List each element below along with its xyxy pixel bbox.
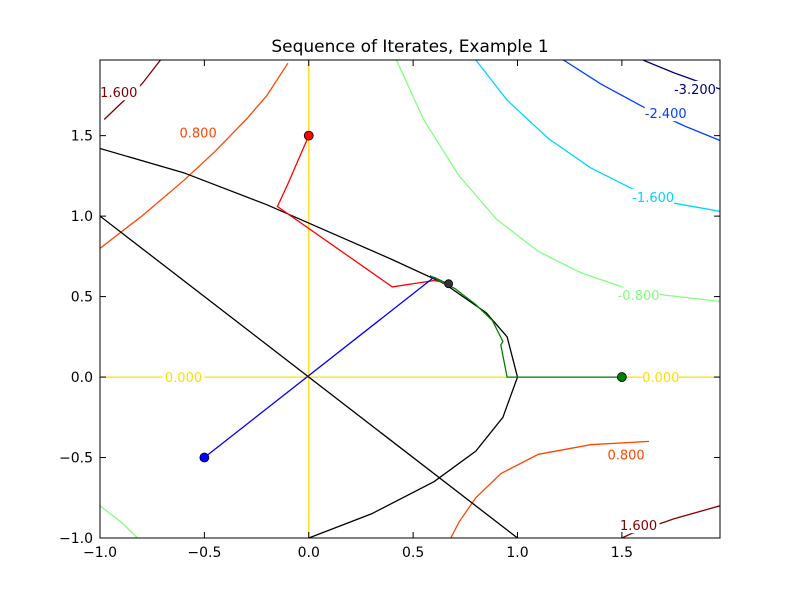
iterate-paths <box>199 130 627 463</box>
contour-label: -2.400 <box>645 107 687 122</box>
start-point-marker <box>616 372 627 382</box>
x-tick-label: −0.5 <box>187 545 221 561</box>
contour-label-background <box>642 369 679 386</box>
axis-ticks: −1.0 −0.5 0.0 0.5 1.0 1.5 −1.0 −0.5 0.0 0.5 1.0 1.5 <box>59 60 720 561</box>
contour-label: -1.600 <box>632 191 674 206</box>
contour-label-background <box>100 84 140 101</box>
constraint-curve <box>100 215 518 538</box>
contour-label-background <box>673 80 716 97</box>
y-tick-label: 1.0 <box>71 209 93 225</box>
start-point-marker <box>199 452 210 463</box>
contour-label: -0.800 <box>618 289 660 304</box>
constraint-curves <box>100 147 519 538</box>
y-tick-label: −1.0 <box>59 531 93 547</box>
y-tick-label: 1.5 <box>71 129 93 145</box>
contour-label-background <box>162 369 205 386</box>
x-tick-label: −1.0 <box>83 545 117 561</box>
iterate-path <box>276 135 451 288</box>
contour-label: 0.800 <box>607 448 644 463</box>
y-tick-label: 0.0 <box>71 370 93 386</box>
contour-label: 1.600 <box>620 519 657 534</box>
iterate-path <box>429 275 622 378</box>
contour-line <box>100 505 139 538</box>
contour-line <box>563 60 720 142</box>
contour-label-background <box>632 188 675 205</box>
contour-label-background <box>644 105 687 122</box>
contour-label: 1.600 <box>100 86 137 101</box>
x-tick-label: 1.5 <box>611 545 633 561</box>
contour-line <box>450 440 650 538</box>
contour-label-background <box>605 446 648 463</box>
contour-label-background <box>617 517 660 534</box>
contour-label-background <box>177 124 220 141</box>
contour-label: 0.800 <box>180 126 217 141</box>
constraint-curve <box>100 147 519 538</box>
x-tick-label: 1.0 <box>506 545 528 561</box>
contour-label-background <box>617 286 660 303</box>
contour-label: -3.200 <box>674 83 716 98</box>
x-tick-label: 0.0 <box>298 545 320 561</box>
contour-label: 0.000 <box>165 371 202 386</box>
chart-title: Sequence of Iterates, Example 1 <box>271 37 548 57</box>
contour-labels: 1.600 0.800 -0.800 -1.600 -2.400 -3.200 0.800 1… <box>100 80 716 534</box>
y-tick-label: −0.5 <box>59 451 93 467</box>
contour-label: 0.000 <box>642 371 679 386</box>
x-tick-label: 0.5 <box>402 545 424 561</box>
axes-frame <box>99 59 721 539</box>
solution-point-marker <box>444 279 454 289</box>
y-tick-label: 0.5 <box>71 290 93 306</box>
contour-line <box>100 62 289 249</box>
start-point-marker <box>303 130 314 141</box>
plot-area: 1.600 0.800 -0.800 -1.600 -2.400 -3.200 0.800 1… <box>100 60 720 538</box>
